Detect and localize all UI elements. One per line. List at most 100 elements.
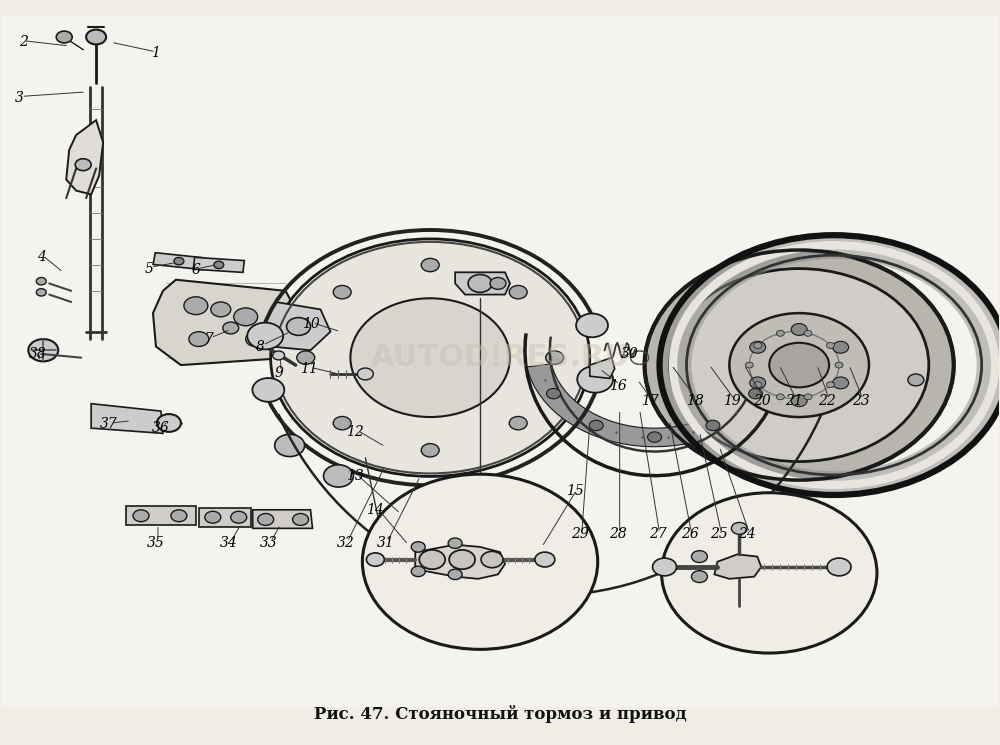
Text: 33: 33 [260,536,278,551]
Circle shape [804,394,812,400]
Circle shape [648,432,662,443]
Circle shape [293,513,309,525]
Circle shape [481,551,503,568]
Circle shape [691,551,707,562]
Text: 32: 32 [337,536,354,551]
Circle shape [421,259,439,272]
Circle shape [706,420,720,431]
Circle shape [36,288,46,296]
Circle shape [448,569,462,580]
Circle shape [252,378,284,402]
Circle shape [287,317,311,335]
Text: 24: 24 [738,527,756,542]
Circle shape [211,302,231,317]
Wedge shape [660,235,1000,495]
Text: 20: 20 [753,393,771,408]
Polygon shape [91,404,163,434]
Polygon shape [253,510,313,528]
Circle shape [258,513,274,525]
Text: 10: 10 [302,317,319,332]
Circle shape [350,298,510,417]
Polygon shape [193,257,244,273]
Text: 6: 6 [191,263,200,277]
Circle shape [174,258,184,265]
Circle shape [75,159,91,171]
Circle shape [804,330,812,336]
Circle shape [653,558,677,576]
Text: 13: 13 [347,469,364,484]
Circle shape [86,30,106,45]
Circle shape [826,381,834,387]
Circle shape [826,343,834,349]
Circle shape [577,366,613,393]
Circle shape [535,552,555,567]
Text: 25: 25 [711,527,728,542]
Circle shape [769,343,829,387]
Circle shape [468,274,492,292]
Text: 9: 9 [274,366,283,379]
Text: 38: 38 [28,347,46,361]
Polygon shape [263,302,330,350]
Polygon shape [590,358,615,378]
Text: 31: 31 [376,536,394,551]
Circle shape [323,465,353,487]
Circle shape [742,326,846,404]
Circle shape [509,416,527,430]
Circle shape [133,510,149,522]
Text: 16: 16 [609,379,627,393]
Circle shape [731,522,747,534]
Circle shape [791,323,807,335]
Text: 36: 36 [152,421,170,435]
Text: 34: 34 [220,536,238,551]
Circle shape [157,414,181,432]
Circle shape [547,388,561,399]
Polygon shape [455,273,510,294]
Circle shape [576,314,608,337]
Circle shape [362,474,598,650]
Circle shape [791,395,807,407]
Text: 5: 5 [145,261,153,276]
Circle shape [273,351,285,360]
Text: 37: 37 [100,417,118,431]
Text: 23: 23 [852,393,870,408]
Circle shape [411,542,425,552]
Circle shape [247,323,283,349]
Text: 3: 3 [15,91,24,105]
Circle shape [184,297,208,314]
Text: 12: 12 [347,425,364,439]
Polygon shape [153,279,306,365]
Circle shape [835,362,843,368]
Polygon shape [415,545,505,579]
Text: AUTOD!RES.RU: AUTOD!RES.RU [370,343,630,372]
Circle shape [231,511,247,523]
Circle shape [223,322,239,334]
Circle shape [509,285,527,299]
Circle shape [419,550,445,569]
Circle shape [36,277,46,285]
Circle shape [271,239,590,476]
Text: 19: 19 [723,393,741,408]
Circle shape [750,377,766,389]
Circle shape [908,374,924,386]
Text: 14: 14 [366,503,384,517]
Circle shape [246,332,266,346]
Circle shape [776,330,784,336]
Circle shape [56,31,72,43]
Circle shape [333,416,351,430]
Text: 22: 22 [818,393,836,408]
Circle shape [214,261,224,269]
Polygon shape [153,253,205,270]
Text: 4: 4 [37,250,46,264]
Circle shape [366,553,384,566]
Circle shape [411,566,425,577]
Polygon shape [126,506,196,524]
Text: 30: 30 [621,347,639,361]
Polygon shape [66,120,103,194]
Polygon shape [199,507,251,527]
Circle shape [234,308,258,326]
Circle shape [827,558,851,576]
Circle shape [297,351,315,364]
Circle shape [490,277,506,289]
Text: Рис. 47. Стояночный тормоз и привод: Рис. 47. Стояночный тормоз и привод [314,705,686,723]
Polygon shape [714,554,761,579]
